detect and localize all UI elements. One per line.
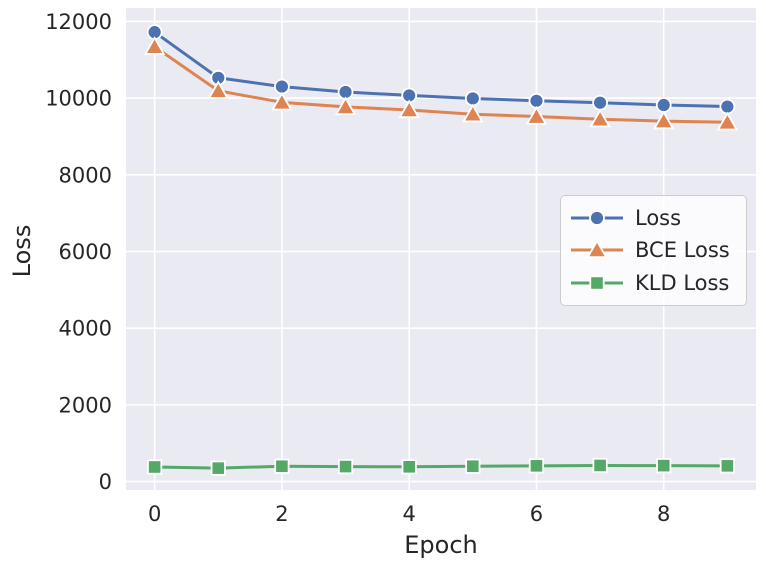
y-tick-label: 0 [99, 470, 112, 494]
series-line-bce-loss [153, 45, 729, 124]
y-tick-label: 12000 [45, 10, 112, 34]
x-axis-title: Epoch [404, 531, 478, 559]
triangle-marker-icon [271, 91, 293, 111]
legend-item-label: BCE Loss [635, 238, 730, 263]
x-tick-label: 4 [402, 502, 415, 526]
y-tick-label: 10000 [45, 87, 112, 111]
circle-marker-icon [655, 97, 672, 113]
circle-marker-icon [719, 98, 736, 115]
triangle-marker-icon [143, 36, 166, 55]
circle-marker-icon [464, 90, 481, 107]
triangle-marker-icon [652, 110, 675, 130]
square-marker-icon [656, 458, 672, 474]
legend-item-label: KLD Loss [635, 270, 730, 295]
square-marker-icon [401, 459, 417, 475]
series-line-loss [153, 30, 729, 109]
square-marker-icon [147, 459, 163, 475]
legend-handle-icon [571, 239, 623, 259]
triangle-marker-icon [462, 103, 484, 123]
y-tick-label: 8000 [59, 163, 112, 187]
circle-marker-icon [592, 94, 608, 111]
legend-item-label: Loss [635, 206, 682, 231]
legend-handle-icon [571, 275, 623, 291]
square-marker-icon [210, 460, 226, 476]
legend-handle-icon [571, 210, 623, 227]
triangle-marker-icon [589, 108, 611, 128]
square-marker-icon [528, 458, 545, 474]
circle-marker-icon [528, 92, 545, 109]
y-tick-label: 6000 [59, 240, 112, 264]
x-tick-label: 2 [275, 502, 288, 526]
y-tick-label: 2000 [59, 393, 112, 417]
circle-marker-icon [589, 210, 605, 227]
legend: Loss BCE Loss KLD Loss [560, 195, 747, 306]
y-tick-label: 4000 [59, 317, 112, 341]
square-marker-icon [719, 458, 735, 474]
square-marker-icon [274, 458, 290, 474]
triangle-marker-icon [207, 80, 230, 99]
legend-item-kld-loss: KLD Loss [569, 271, 736, 295]
legend-item-loss: Loss [569, 206, 736, 230]
square-marker-icon [465, 458, 481, 474]
x-tick-label: 0 [148, 502, 161, 526]
y-axis-title: Loss [8, 224, 36, 278]
x-tick-label: 6 [530, 502, 543, 526]
triangle-marker-icon [398, 99, 420, 119]
square-marker-icon [592, 457, 608, 474]
series-line-kld-loss [153, 463, 729, 470]
triangle-marker-icon [525, 105, 548, 125]
square-marker-icon [589, 275, 605, 291]
square-marker-icon [337, 459, 354, 475]
triangle-marker-icon [586, 239, 608, 259]
legend-item-bce-loss: BCE Loss [569, 238, 736, 262]
triangle-marker-icon [716, 111, 739, 131]
triangle-marker-icon [334, 96, 357, 116]
circle-marker-icon [274, 78, 290, 95]
x-tick-label: 8 [657, 502, 670, 526]
